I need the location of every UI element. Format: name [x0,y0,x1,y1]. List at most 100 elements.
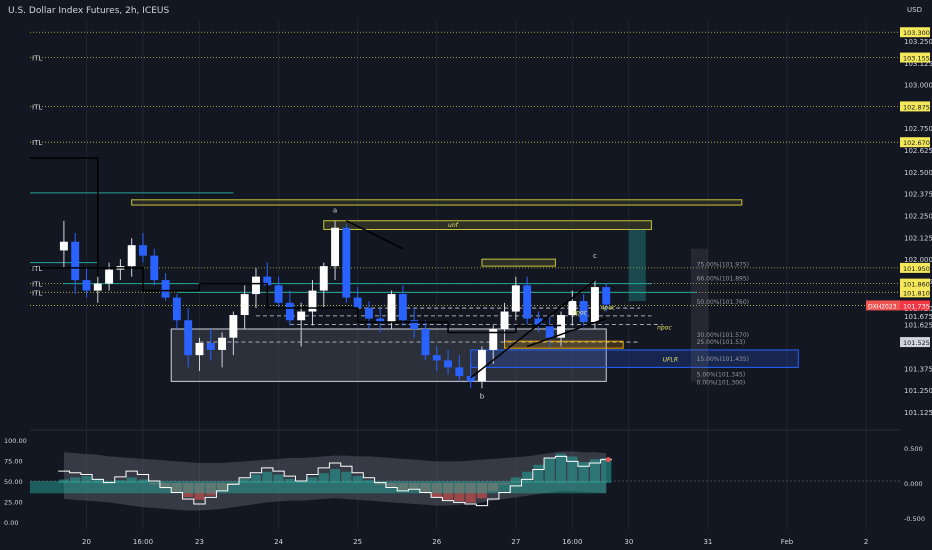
candle [432,346,441,371]
swing-label: b [480,392,485,400]
current-price-label: 101.735 [903,302,930,310]
candle [59,220,68,268]
top-zone [481,258,556,267]
osc-histogram-bar [578,462,589,483]
swing-label: c [593,252,597,260]
zone-label: npoc [601,304,616,311]
candle-body [285,302,294,321]
candle [545,315,554,347]
candle-body [534,318,543,326]
itl-label: ITL [32,281,42,289]
time-tick-label: 24 [274,538,283,546]
price-badge [900,52,930,63]
candle [365,301,373,329]
candle-body [557,315,565,338]
zone-label: npoc [572,310,587,317]
candle-body [466,376,475,382]
price-badge-label: 103.155 [903,55,930,63]
osc-histogram-bar [92,478,103,483]
candle [557,311,565,347]
price-badge [900,101,930,112]
candle [602,283,611,312]
fib-level-label: 50.00%(101.760) [697,299,749,306]
price-tick-label: 102.000 [904,256,932,264]
itl-label: ITL [32,139,42,147]
candle-body [432,355,441,361]
candle [93,276,102,303]
osc-histogram-bar [126,477,137,483]
time-tick-label: 27 [511,538,520,546]
candle [172,294,181,329]
target-projection [628,229,646,302]
candle-body [579,301,588,323]
candle-body [59,241,68,251]
osc-histogram-bar [307,477,318,483]
price-tick-label: 103.250 [904,38,932,46]
candle [184,308,193,368]
time-tick-label: Feb [781,538,794,546]
itl-label: ITL [32,55,42,63]
candle-body [161,280,170,298]
fib-level-label: 25.00%(101.53) [697,339,746,346]
candle-body [252,276,260,295]
price-tick-label: 101.625 [904,322,932,330]
candle [511,276,520,321]
zone-label: unf [448,222,459,229]
candle-body [500,311,509,329]
fib-level-label: 66.00%(101.895) [697,275,749,282]
time-tick-label: 2 [864,538,868,546]
candle-body [308,290,317,312]
osc-histogram-bar [239,478,250,483]
osc-histogram-bar [601,457,612,483]
zone-label: UFLR [663,357,678,364]
candle-body [602,287,611,305]
candle [297,302,306,347]
candle [331,220,340,281]
candle [342,224,351,303]
time-tick-label: 31 [703,538,712,546]
time-tick-label: 16:00 [133,538,153,546]
candle-body [568,301,577,316]
candle [477,346,486,389]
time-tick-label: 26 [432,538,441,546]
fib-level-label: 30.00%(101.570) [697,332,749,339]
time-tick-label: 25 [353,538,362,546]
osc-histogram-bar [589,459,601,483]
price-badge-label: 102.670 [903,139,930,147]
price-badge-label: 101.810 [903,289,930,297]
osc-right-tick: -0.500 [904,515,925,523]
time-axis[interactable]: 20 16:00 23 24 25 26 27 16:00 30 31 Feb 2 [82,538,868,546]
candle-body [455,367,464,377]
price-badge-label: 101.860 [903,281,930,289]
candle-body [71,241,80,281]
candle [568,290,577,326]
osc-right-tick: 0.000 [904,480,923,488]
price-axis[interactable]: 103.250 103.125 103.000 102.750 102.625 102.5… [866,27,932,417]
candle-body [331,227,340,267]
candle-body [342,227,351,298]
oscillator-pane[interactable]: 100.00 75.00 50.00 25.00 0.00 0.500 0.000 -0.50… [4,429,925,527]
trend-line-up [470,279,596,379]
candle-body [127,245,136,267]
osc-histogram-bar [81,476,92,483]
swing-label: a [333,207,337,215]
price-badge-label: 103.300 [903,29,930,37]
candle-body [172,297,181,321]
osc-histogram-bar [522,471,533,483]
candle [218,332,227,368]
candle [206,328,215,361]
candle [444,349,453,375]
candle [523,276,532,326]
candle-body [218,337,227,350]
candle [455,355,464,382]
candle [150,248,159,286]
osc-left-tick: 100.00 [4,437,27,445]
candle-body [421,328,430,356]
candle-body [398,294,407,321]
candle [274,276,283,309]
fib-level-label: 75.00%(101.975) [697,262,749,269]
orange-zone [504,340,624,349]
candle [139,232,147,263]
candle-body [353,297,362,309]
